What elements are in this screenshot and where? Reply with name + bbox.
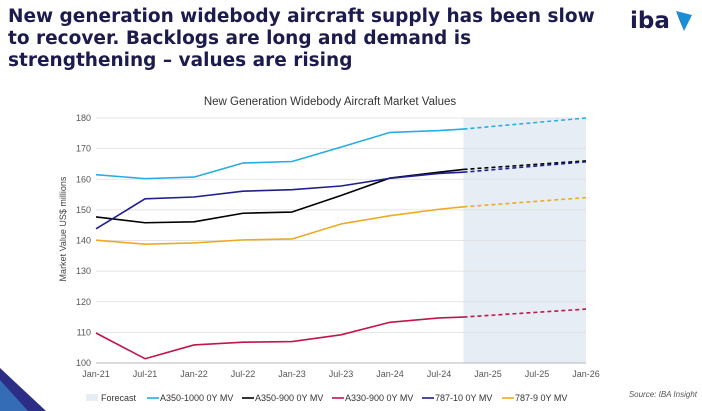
x-tick-label: Jul-24	[427, 369, 452, 379]
x-tick-label: Jan-26	[572, 369, 600, 379]
legend: Forecast A350-1000 0Y MV A350-900 0Y MV A33…	[86, 393, 567, 403]
series-line	[95, 171, 464, 230]
y-tick-label: 140	[76, 236, 91, 246]
series-line	[95, 128, 464, 180]
x-tick-label: Jan-23	[278, 369, 306, 379]
y-tick-label: 120	[76, 297, 91, 307]
page-title: New generation widebody aircraft supply …	[8, 6, 595, 71]
y-tick-label: 130	[76, 266, 91, 276]
x-tick-label: Jan-22	[180, 369, 208, 379]
legend-label: A330-900 0Y MV	[345, 393, 413, 403]
y-axis-label: Market Value US$ millions	[58, 176, 68, 281]
logo-mark-icon	[676, 11, 692, 31]
logo-text: iba	[630, 8, 670, 34]
x-tick-label: Jan-25	[474, 369, 502, 379]
legend-label: A350-900 0Y MV	[255, 393, 323, 403]
y-tick-label: 100	[76, 358, 91, 368]
legend-label: 787-9 0Y MV	[515, 393, 567, 403]
corner-stripe-light	[0, 380, 28, 411]
y-tick-label: 170	[76, 144, 91, 154]
y-tick-label: 110	[77, 327, 91, 337]
y-tick-label: 150	[76, 205, 91, 215]
legend-label: A350-1000 0Y MV	[160, 393, 233, 403]
x-tick-label: Jan-21	[82, 369, 110, 379]
x-tick-label: Jul-23	[329, 369, 354, 379]
series-line	[95, 206, 464, 245]
series-line	[95, 316, 464, 360]
x-tick-label: Jul-22	[231, 369, 256, 379]
x-tick-label: Jul-25	[525, 369, 550, 379]
x-tick-label: Jul-21	[133, 369, 158, 379]
legend-label: Forecast	[101, 393, 137, 403]
y-tick-label: 180	[76, 113, 91, 123]
source-note: Source: IBA Insight	[629, 390, 698, 399]
y-tick-label: 160	[76, 174, 91, 184]
iba-logo: iba	[630, 8, 692, 34]
chart-title: New Generation Widebody Aircraft Market …	[204, 96, 457, 108]
legend-label: 787-10 0Y MV	[435, 393, 492, 403]
series-line	[95, 168, 464, 224]
legend-swatch	[86, 394, 98, 401]
x-tick-label: Jan-24	[376, 369, 404, 379]
